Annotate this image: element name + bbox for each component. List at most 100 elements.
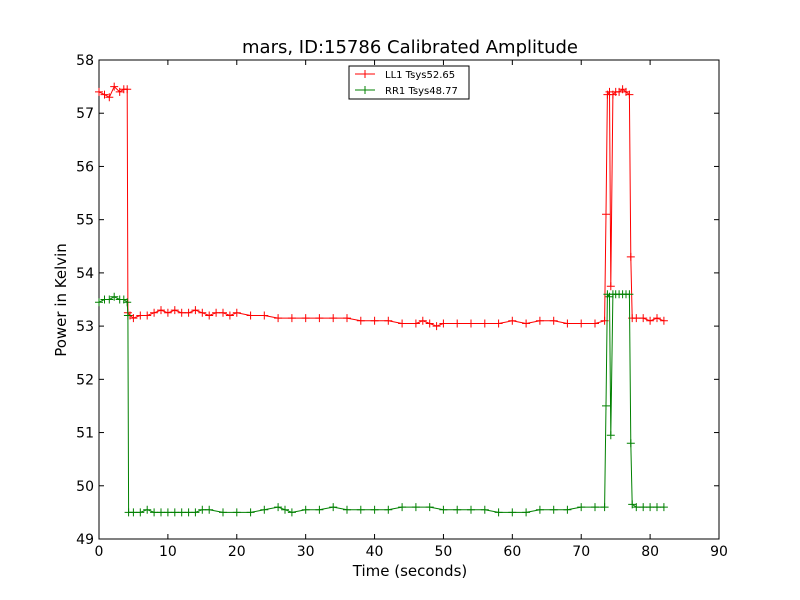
data-point-marker [453,319,462,328]
data-point-marker [425,319,434,328]
legend-marker-rr1 [361,86,369,94]
data-point-marker [522,319,531,328]
data-point-marker [653,314,661,323]
data-point-marker [632,314,641,323]
data-point-marker [143,505,152,514]
x-tick-label: 10 [159,544,177,560]
data-point-marker [100,90,109,99]
x-tick-label: 0 [95,544,104,560]
data-point-marker [577,319,586,328]
plot-frame [98,59,720,540]
data-point-marker [646,503,655,512]
data-point-marker [143,311,152,320]
y-tick-label: 49 [76,532,94,548]
data-point-marker [157,508,165,517]
data-point-marker [632,503,641,512]
data-point-marker [626,252,635,261]
data-point-marker [439,319,448,328]
x-tick-label: 30 [297,544,315,560]
data-point-marker [494,508,503,517]
data-point-marker [508,508,517,517]
data-point-marker [453,505,462,514]
data-point-marker [110,292,119,301]
data-point-marker [411,503,420,512]
data-point-marker [411,319,420,328]
data-point-marker [105,93,114,102]
data-point-marker [129,508,138,517]
data-point-marker [115,87,124,96]
y-tick-label: 50 [76,479,94,495]
data-point-marker [329,314,338,323]
data-point-marker [602,401,610,410]
legend-label-ll1: LL1 Tsys52.65 [385,70,455,81]
data-point-marker [467,505,475,514]
data-point-marker [136,508,145,517]
y-tick-label: 51 [76,426,94,442]
data-point-marker [301,505,310,514]
y-tick-label: 52 [76,372,94,388]
data-point-marker [274,503,283,512]
data-point-marker [281,505,289,514]
legend-label-rr1: RR1 Tsys48.77 [385,86,458,97]
series-ll1 [95,82,668,331]
data-point-marker [606,282,615,291]
x-tick-label: 70 [572,544,590,560]
data-point-marker [535,316,544,325]
data-point-marker [212,308,221,317]
data-point-marker [384,316,393,325]
data-point-marker [123,298,132,307]
data-point-marker [600,503,609,512]
data-point-marker [602,210,610,219]
data-point-marker [225,311,234,320]
x-tick-label: 40 [366,544,384,560]
data-point-marker [549,505,558,514]
y-tick-label: 55 [76,213,94,229]
data-point-marker [646,316,655,325]
data-point-marker [150,308,159,317]
data-point-marker [198,308,207,317]
series-rr1 [95,290,668,517]
data-point-marker [549,316,558,325]
x-tick-label: 90 [710,544,728,560]
y-tick-label: 57 [76,106,94,122]
data-point-marker [626,439,635,448]
data-point-marker [508,316,517,325]
data-point-marker [260,311,269,320]
data-point-marker [606,431,615,440]
x-axis-label: Time (seconds) [352,562,468,580]
plot-area: 0 10 20 30 40 50 60 70 80 90 49 50 51 52 53 54 55 56 57 58 [76,53,728,560]
data-point-marker [219,508,227,517]
legend: LL1 Tsys52.65 RR1 Tsys48.77 [348,65,470,100]
data-point-marker [628,500,637,509]
y-tick-label: 58 [76,53,94,69]
data-point-marker [191,306,200,315]
data-point-marker [439,505,448,514]
data-point-marker [163,508,172,517]
data-point-marker [287,508,296,517]
x-tick-label: 80 [641,544,659,560]
data-point-marker [246,508,255,517]
data-point-marker [370,505,379,514]
data-point-marker [191,508,200,517]
data-point-marker [577,503,586,512]
data-point-marker [157,306,165,315]
data-point-marker [425,503,434,512]
y-tick-label: 53 [76,319,94,335]
data-point-marker [95,87,103,96]
data-point-marker [301,314,310,323]
data-point-marker [177,308,186,317]
data-point-marker [129,314,138,323]
y-tick-label: 54 [76,266,94,282]
data-point-marker [219,308,227,317]
data-point-marker [260,505,269,514]
series-layer [95,82,668,517]
data-point-marker [467,319,475,328]
data-point-marker [232,508,241,517]
data-point-marker [639,314,648,323]
data-point-marker [398,319,407,328]
data-point-marker [418,316,427,325]
data-point-marker [329,503,338,512]
data-point-marker [205,311,214,320]
data-point-marker [535,505,544,514]
